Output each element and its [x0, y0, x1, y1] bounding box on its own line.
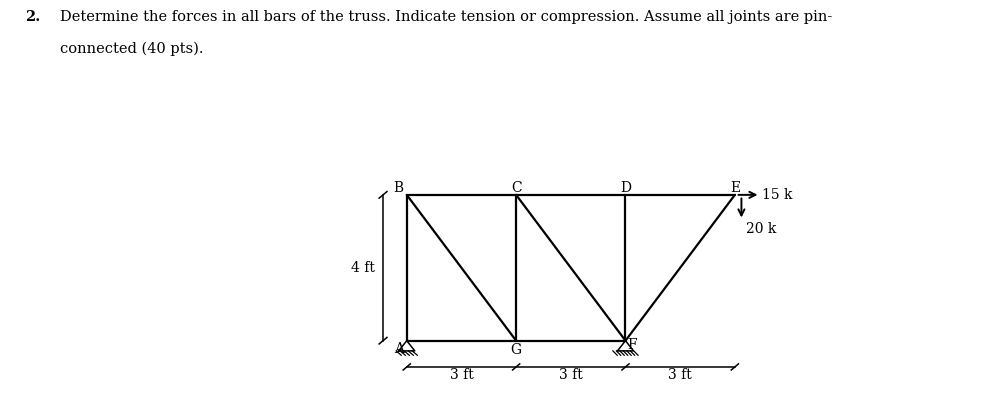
- Text: 3 ft: 3 ft: [667, 368, 691, 382]
- Text: 4 ft: 4 ft: [351, 261, 375, 275]
- Text: 3 ft: 3 ft: [449, 368, 473, 382]
- Text: F: F: [626, 338, 636, 352]
- Text: Determine the forces in all bars of the truss. Indicate tension or compression. : Determine the forces in all bars of the …: [60, 10, 832, 24]
- Text: G: G: [510, 343, 521, 357]
- Text: D: D: [619, 181, 630, 195]
- Text: E: E: [729, 181, 739, 195]
- Text: 3 ft: 3 ft: [558, 368, 582, 382]
- Text: connected (40 pts).: connected (40 pts).: [60, 42, 203, 56]
- Text: 15 k: 15 k: [762, 188, 792, 202]
- Text: C: C: [510, 181, 521, 195]
- Text: A: A: [394, 342, 404, 356]
- Text: B: B: [393, 181, 404, 195]
- Text: 20 k: 20 k: [745, 222, 776, 236]
- Text: 2.: 2.: [25, 10, 40, 24]
